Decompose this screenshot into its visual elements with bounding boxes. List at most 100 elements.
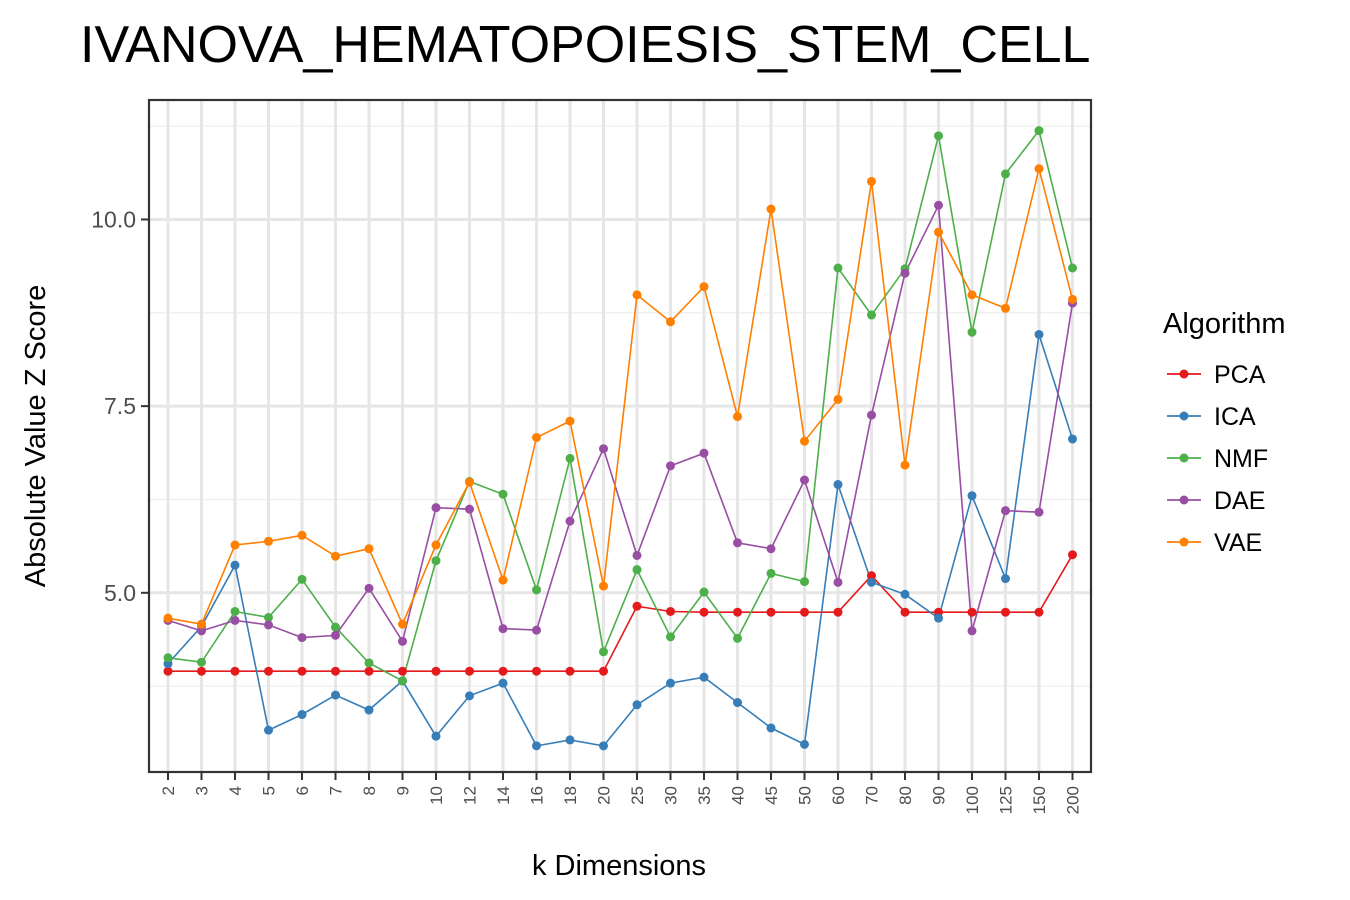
data-point-pca [163, 666, 173, 676]
data-point-nmf [967, 327, 977, 337]
data-point-pca [632, 601, 642, 611]
data-point-dae [900, 268, 910, 278]
data-point-nmf [532, 585, 541, 595]
data-point-pca [800, 607, 809, 617]
series-line-nmf [167, 128, 1074, 683]
data-point-pca [431, 666, 441, 676]
legend: Algorithm PCA ICA NMF DAE VAE [1163, 308, 1286, 557]
data-point-pca [1068, 550, 1077, 560]
legend-key-point-dae [1179, 495, 1189, 505]
data-point-dae [297, 633, 307, 643]
data-point-dae [1001, 506, 1010, 516]
data-point-nmf [800, 577, 809, 587]
data-point-dae [699, 448, 709, 458]
data-point-ica [1034, 329, 1044, 339]
data-point-nmf [297, 574, 307, 584]
axes: 5.07.510.02 3 4 5 6 7 8 9 10 12 14 16 18 20 25 30 35 40 45… [91, 206, 1082, 814]
data-point-pca [264, 666, 273, 676]
legend-title: Algorithm [1163, 308, 1286, 340]
data-point-nmf [264, 612, 273, 622]
data-point-dae [766, 544, 776, 554]
data-point-ica [1001, 574, 1010, 584]
data-point-pca [197, 666, 206, 676]
data-point-vae [599, 581, 608, 591]
data-point-vae [398, 619, 407, 629]
data-point-dae [967, 626, 977, 636]
data-point-nmf [498, 489, 508, 499]
x-tick-label: 30 [662, 786, 681, 805]
series-line-ica [167, 334, 1074, 747]
data-point-ica [632, 700, 642, 710]
data-point-dae [398, 636, 407, 646]
data-point-vae [699, 282, 709, 292]
data-point-vae [800, 436, 809, 446]
x-tick-label: 100 [963, 786, 982, 814]
data-point-nmf [364, 658, 374, 668]
data-point-vae [766, 204, 776, 214]
data-point-vae [1034, 164, 1044, 174]
data-point-vae [197, 619, 206, 629]
data-point-pca [733, 607, 742, 617]
data-point-dae [431, 503, 441, 513]
data-point-dae [230, 615, 240, 625]
y-tick-label: 7.5 [104, 393, 136, 419]
data-point-ica [532, 741, 541, 751]
data-point-ica [833, 480, 843, 490]
legend-label-dae: DAE [1214, 487, 1265, 515]
y-tick-label: 5.0 [104, 580, 136, 606]
data-point-vae [867, 176, 876, 186]
data-point-ica [264, 725, 273, 735]
data-point-nmf [1068, 263, 1077, 273]
data-point-vae [163, 613, 173, 623]
data-point-vae [565, 416, 575, 426]
x-tick-label: 8 [360, 786, 379, 795]
data-point-nmf [565, 453, 575, 463]
x-tick-label: 20 [595, 786, 614, 805]
x-tick-label: 70 [863, 786, 882, 805]
data-point-dae [632, 550, 642, 560]
data-point-vae [900, 460, 910, 470]
data-point-dae [1034, 507, 1044, 517]
data-point-nmf [230, 606, 240, 616]
data-point-pca [498, 666, 508, 676]
data-point-pca [833, 607, 843, 617]
data-point-ica [431, 731, 441, 741]
data-point-nmf [833, 263, 843, 273]
data-point-ica [230, 560, 240, 570]
data-point-dae [934, 200, 943, 210]
data-point-dae [867, 410, 876, 420]
data-point-dae [331, 630, 340, 640]
legend-key-point-nmf [1179, 453, 1189, 463]
data-point-ica [364, 705, 374, 715]
data-point-nmf [666, 632, 675, 642]
data-point-nmf [699, 587, 709, 597]
x-tick-label: 50 [796, 786, 815, 805]
x-tick-label: 2 [159, 786, 178, 795]
data-point-ica [1068, 434, 1077, 444]
data-point-dae [666, 461, 675, 471]
data-point-pca [766, 607, 776, 617]
data-point-vae [733, 412, 742, 422]
data-point-pca [230, 666, 240, 676]
legend-label-nmf: NMF [1214, 445, 1268, 473]
data-point-nmf [398, 676, 407, 686]
data-point-pca [1034, 607, 1044, 617]
data-point-dae [565, 516, 575, 526]
data-point-nmf [197, 657, 206, 667]
x-axis-title: k Dimensions [532, 850, 706, 882]
data-point-vae [833, 394, 843, 404]
data-point-vae [666, 317, 675, 327]
data-point-vae [532, 432, 541, 442]
data-point-dae [733, 538, 742, 548]
data-point-nmf [331, 622, 340, 632]
data-point-nmf [1034, 126, 1044, 136]
data-point-pca [666, 606, 675, 616]
x-tick-label: 7 [327, 786, 346, 795]
data-point-nmf [163, 653, 173, 663]
data-point-vae [934, 227, 943, 237]
data-point-ica [599, 741, 608, 751]
data-point-pca [331, 666, 340, 676]
data-point-nmf [766, 568, 776, 578]
